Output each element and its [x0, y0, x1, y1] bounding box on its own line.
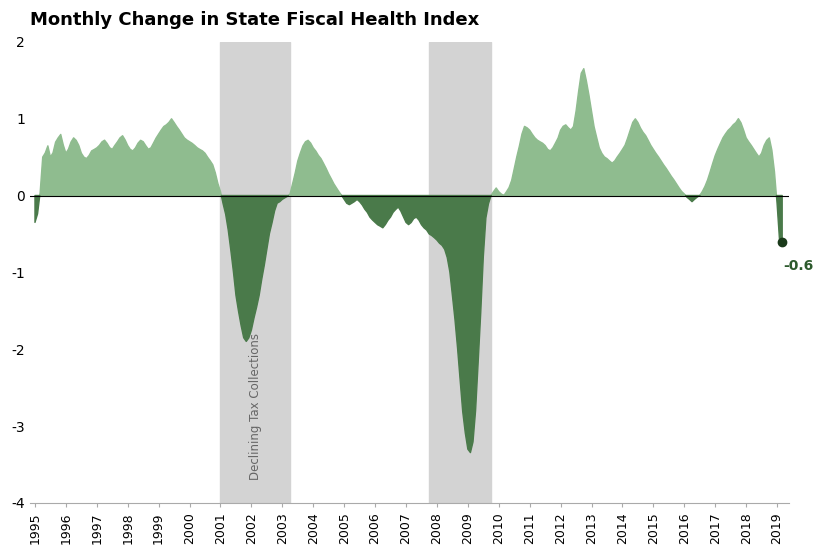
Text: -0.6: -0.6 [784, 259, 814, 273]
Bar [430, 42, 491, 503]
Text: Declining Tax Collections: Declining Tax Collections [249, 333, 262, 480]
Bar [221, 42, 290, 503]
Text: Monthly Change in State Fiscal Health Index: Monthly Change in State Fiscal Health In… [30, 11, 479, 29]
